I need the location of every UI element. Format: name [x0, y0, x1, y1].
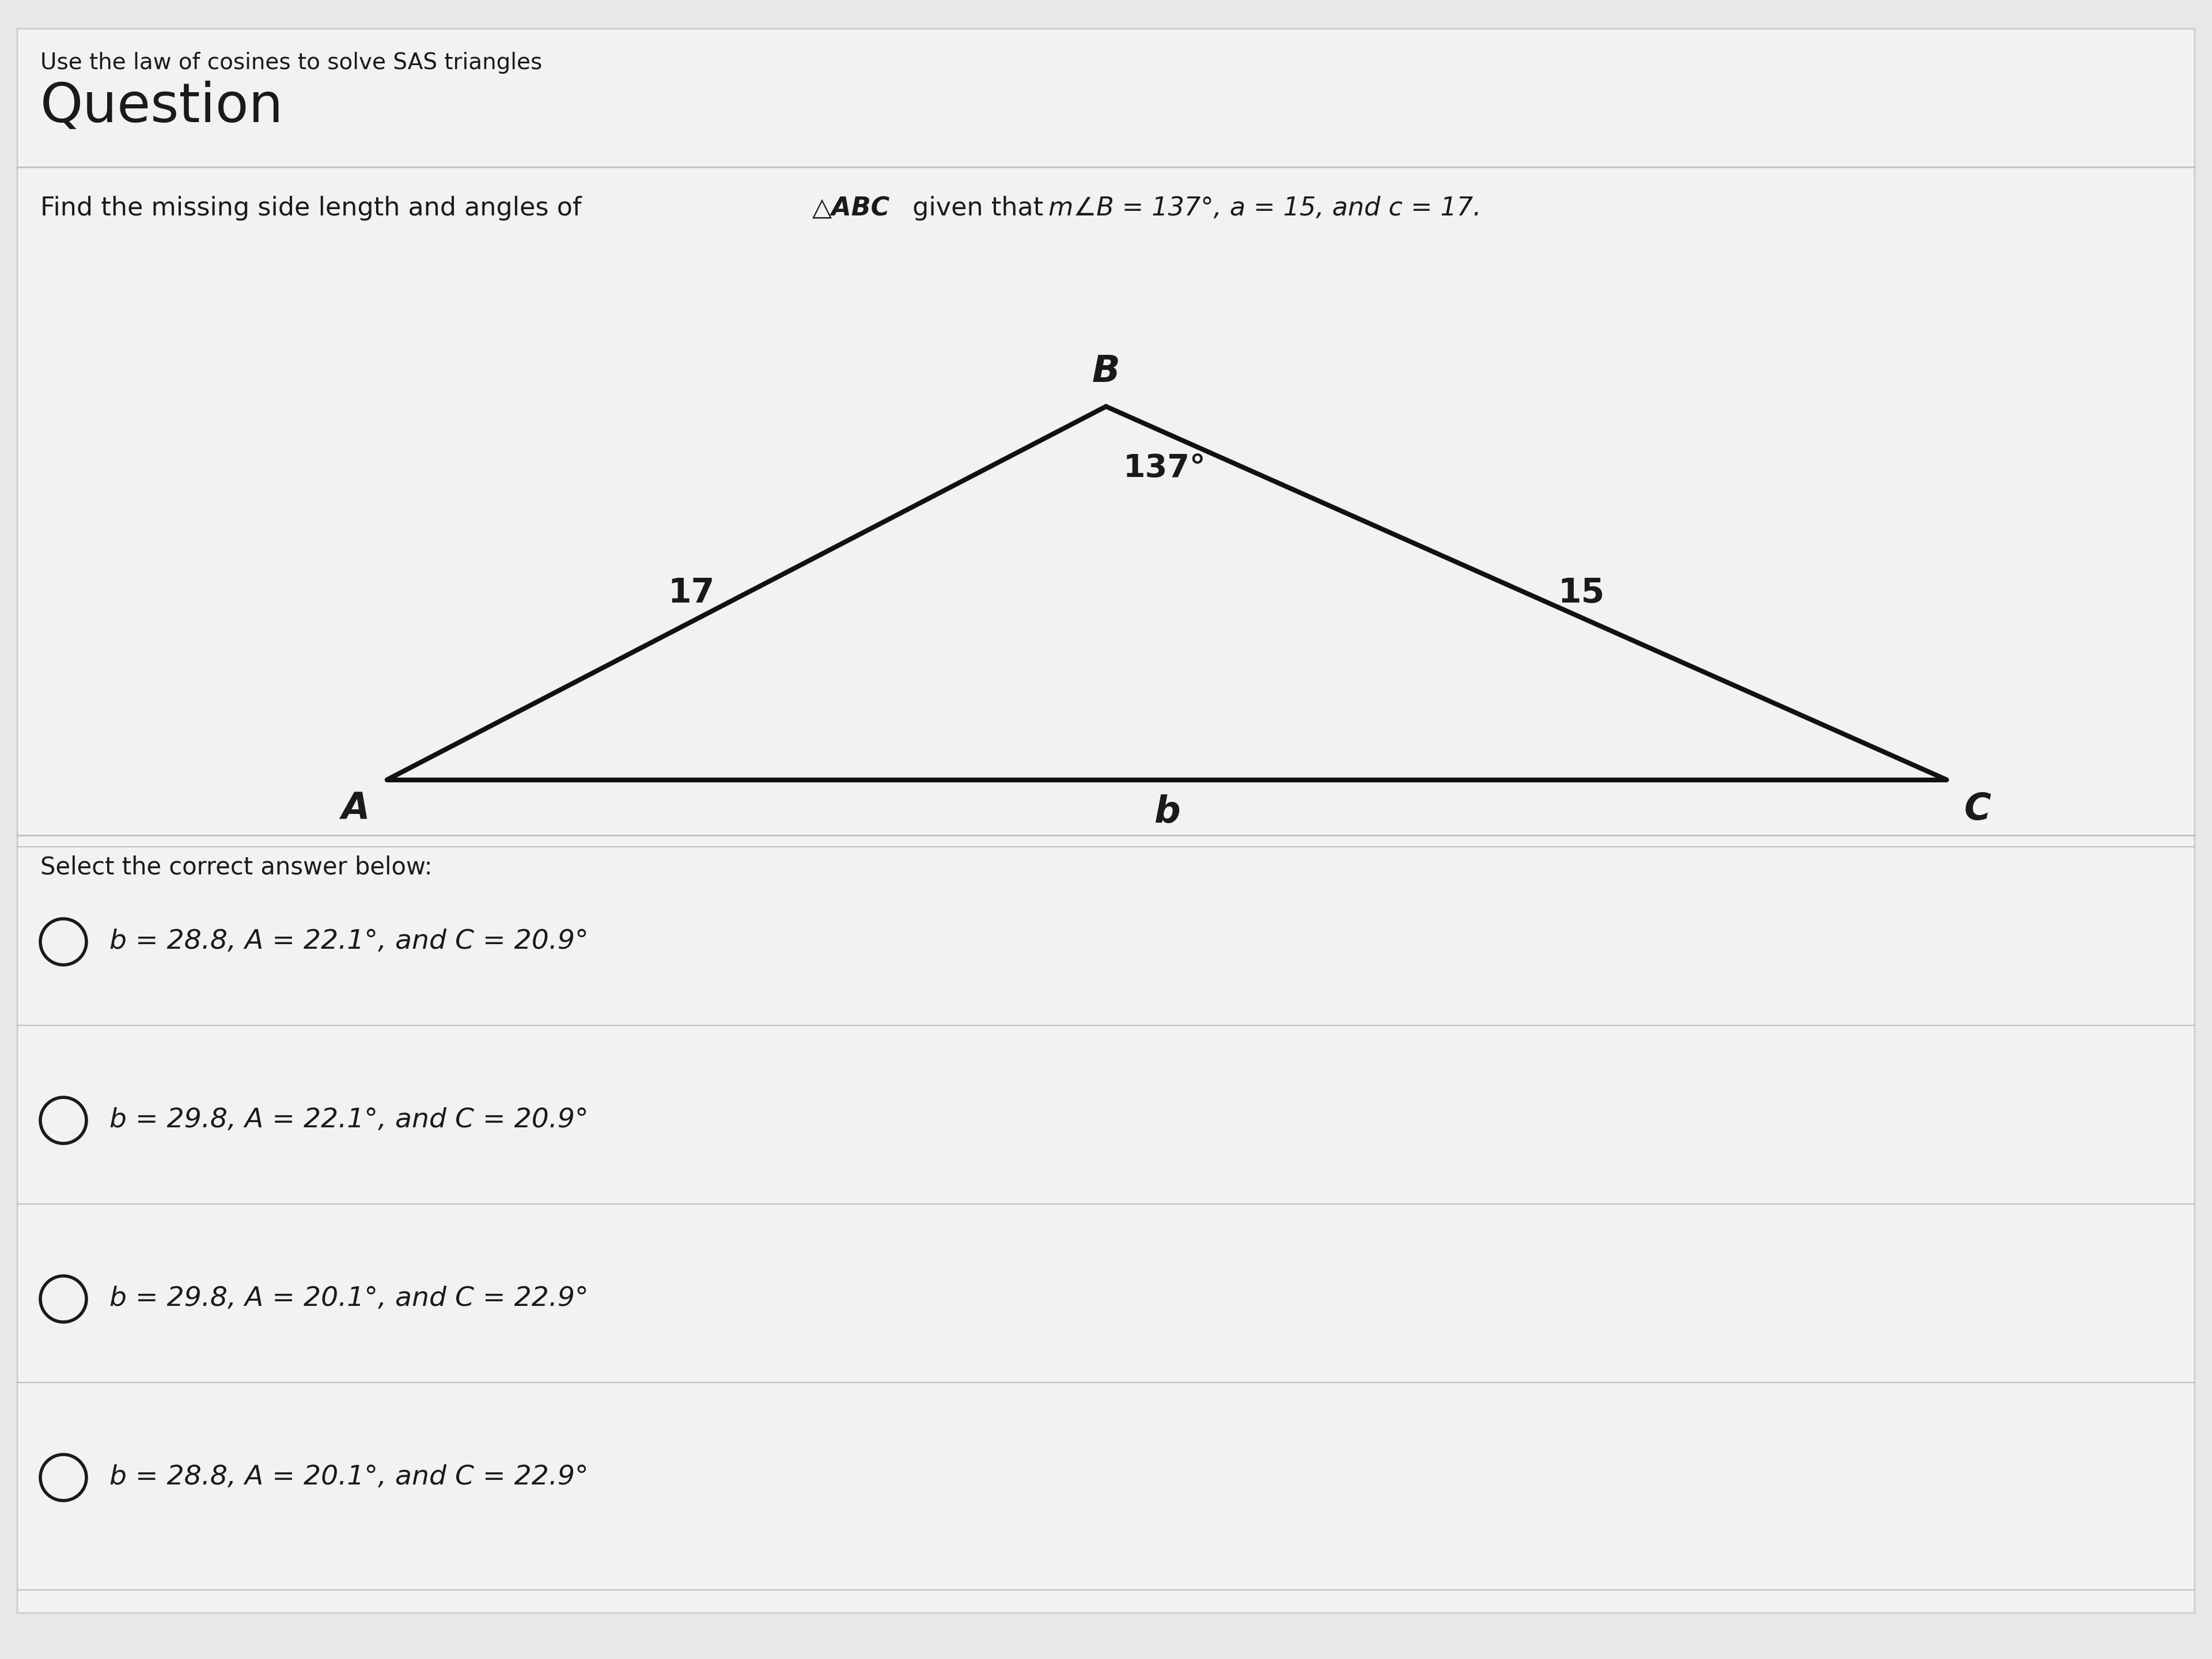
Text: 15: 15	[1557, 577, 1606, 609]
Text: 17: 17	[668, 577, 714, 609]
Text: b = 29.8, A = 22.1°, and C = 20.9°: b = 29.8, A = 22.1°, and C = 20.9°	[108, 1108, 588, 1133]
Text: b = 28.8, A = 22.1°, and C = 20.9°: b = 28.8, A = 22.1°, and C = 20.9°	[108, 929, 588, 956]
Text: given that: given that	[905, 196, 1051, 221]
Text: b = 29.8, A = 20.1°, and C = 22.9°: b = 29.8, A = 20.1°, and C = 22.9°	[108, 1286, 588, 1312]
Text: 137°: 137°	[1124, 453, 1206, 484]
Text: B: B	[1093, 353, 1119, 390]
Text: C: C	[1964, 791, 1991, 826]
Text: Select the correct answer below:: Select the correct answer below:	[40, 856, 431, 879]
FancyBboxPatch shape	[18, 28, 2194, 1613]
Text: b = 28.8, A = 20.1°, and C = 22.9°: b = 28.8, A = 20.1°, and C = 22.9°	[108, 1465, 588, 1490]
Text: Use the law of cosines to solve SAS triangles: Use the law of cosines to solve SAS tria…	[40, 51, 542, 73]
Text: b: b	[1155, 795, 1179, 830]
Text: m∠B = 137°, a = 15, and c = 17.: m∠B = 137°, a = 15, and c = 17.	[1048, 196, 1482, 221]
Text: A: A	[341, 791, 369, 826]
Text: △ABC: △ABC	[812, 196, 889, 221]
Text: Question: Question	[40, 81, 283, 134]
Text: Find the missing side length and angles of: Find the missing side length and angles …	[40, 196, 591, 221]
